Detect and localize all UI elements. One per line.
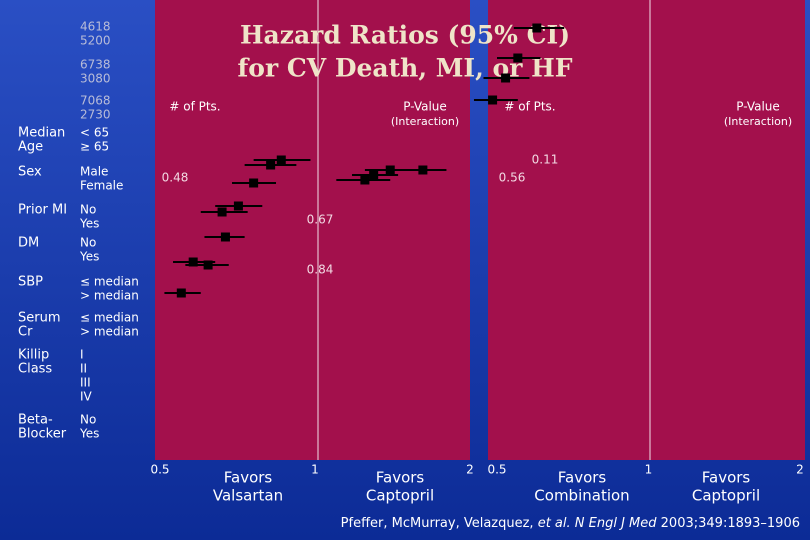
subgroup-level: No: [80, 413, 96, 427]
hr-marker: [418, 165, 428, 175]
subgroup-label: Class: [18, 362, 52, 377]
subgroup-level: II: [80, 362, 87, 376]
x-tick-label: 1: [311, 463, 319, 477]
hr-marker: [385, 165, 395, 175]
favors-label: Captopril: [692, 487, 760, 505]
subgroup-level: III: [80, 376, 91, 390]
subgroup-label: DM: [18, 236, 39, 251]
subgroup-label: Age: [18, 140, 43, 155]
patient-count: 4618: [80, 20, 111, 34]
subgroup-level: Yes: [79, 217, 99, 231]
hr-marker: [217, 207, 227, 217]
citation-part: 2003;349:1893–1906: [657, 516, 800, 531]
patient-count: 5200: [80, 34, 111, 48]
panel-left: [155, 0, 470, 460]
title: Hazard Ratios (95% CI): [240, 21, 570, 50]
patient-count: 2730: [80, 108, 111, 122]
p-value: 0.11: [532, 153, 559, 167]
subgroup-level: > median: [80, 289, 139, 303]
p-value: 0.56: [499, 171, 526, 185]
header-count: # of Pts.: [169, 100, 220, 114]
hr-marker: [360, 175, 370, 185]
p-value: 0.48: [162, 171, 189, 185]
favors-label: Valsartan: [213, 487, 283, 505]
subgroup-level: Yes: [79, 250, 99, 264]
citation-part: et al.: [538, 516, 571, 531]
hr-marker: [220, 232, 230, 242]
favors-label: Favors: [376, 469, 425, 487]
subgroup-label: SBP: [18, 275, 43, 290]
x-tick-label: 0.5: [150, 463, 169, 477]
patient-count: 3080: [80, 72, 111, 86]
header-pvalue: P-Value: [736, 100, 780, 114]
hr-marker: [188, 257, 198, 267]
x-tick-label: 1: [645, 463, 653, 477]
hr-marker: [488, 95, 498, 105]
subgroup-level: ≤ median: [80, 275, 139, 289]
header-count: # of Pts.: [504, 100, 555, 114]
favors-label: Captopril: [366, 487, 434, 505]
subgroup-label: Sex: [18, 165, 42, 180]
subgroup-label: Beta-: [18, 413, 53, 428]
hr-marker: [501, 73, 511, 83]
hr-marker: [266, 160, 276, 170]
citation-part: N Engl J Med: [571, 516, 658, 531]
hr-marker: [369, 170, 379, 180]
hr-marker: [233, 201, 243, 211]
hr-marker: [532, 23, 542, 33]
patient-count: 6738: [80, 58, 111, 72]
subgroup-level: No: [80, 236, 96, 250]
favors-label: Combination: [534, 487, 629, 505]
hr-marker: [276, 155, 286, 165]
subgroup-label: Killip: [18, 348, 49, 363]
panel-right: [488, 0, 805, 460]
subgroup-level: No: [80, 203, 96, 217]
subgroup-level: > median: [80, 325, 139, 339]
favors-label: Favors: [224, 469, 273, 487]
subgroup-label: Serum: [18, 311, 61, 326]
subgroup-level: I: [80, 348, 84, 362]
x-tick-label: 0.5: [487, 463, 506, 477]
hr-marker: [513, 53, 523, 63]
x-tick-label: 2: [466, 463, 474, 477]
subgroup-label: Cr: [18, 325, 33, 340]
header-sub: (Interaction): [724, 115, 792, 128]
header-sub: (Interaction): [391, 115, 459, 128]
subgroup-level: Male: [80, 165, 108, 179]
subgroup-level: Yes: [79, 427, 99, 441]
hr-marker: [176, 288, 186, 298]
patient-count: 7068: [80, 94, 111, 108]
subgroup-level: IV: [80, 390, 93, 404]
x-tick-label: 2: [796, 463, 804, 477]
subgroup-level: ≥ 65: [80, 140, 109, 154]
subgroup-level: ≤ median: [80, 311, 139, 325]
p-value: 0.67: [307, 213, 334, 227]
subgroup-label: Blocker: [18, 427, 67, 442]
hr-marker: [249, 178, 259, 188]
citation: Pfeffer, McMurray, Velazquez, et al. N E…: [341, 516, 800, 531]
hr-marker: [203, 260, 213, 270]
favors-label: Favors: [558, 469, 607, 487]
subgroup-level: < 65: [80, 126, 109, 140]
subgroup-level: Female: [80, 179, 123, 193]
subgroup-label: Prior MI: [18, 203, 67, 218]
citation-part: Pfeffer, McMurray, Velazquez,: [341, 516, 538, 531]
favors-label: Favors: [702, 469, 751, 487]
header-pvalue: P-Value: [403, 100, 447, 114]
p-value: 0.84: [307, 263, 334, 277]
subgroup-label: Median: [18, 126, 65, 141]
